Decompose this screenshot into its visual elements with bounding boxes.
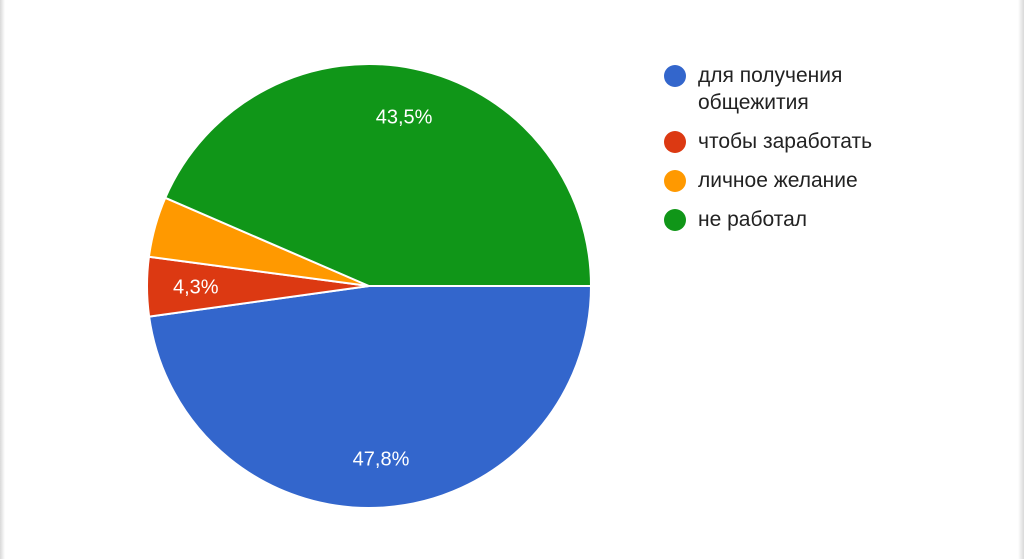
- pie-slice-label-2: 4,3%: [173, 277, 219, 299]
- legend-item: личное желание: [664, 167, 994, 194]
- legend-swatch-icon: [664, 131, 686, 153]
- legend-label: для получения общежития: [698, 64, 843, 114]
- pie-slices: [146, 63, 593, 509]
- legend-label: не работал: [698, 208, 808, 231]
- pie-slice-label-1: 47,8%: [353, 449, 410, 471]
- pie-slice-labels: 47,8% 4,3% 43,5%: [173, 106, 433, 470]
- legend-label: чтобы заработать: [698, 130, 873, 153]
- legend-swatch-icon: [664, 65, 686, 87]
- legend-swatch-icon: [664, 209, 686, 231]
- pie-slice-1: [147, 285, 593, 509]
- legend-item: для получения общежития: [664, 62, 994, 116]
- left-edge-shadow: [0, 0, 5, 559]
- pie-slice-4: [163, 63, 593, 287]
- legend-item: не работал: [664, 206, 994, 233]
- legend: для получения общежития чтобы заработать л…: [664, 62, 994, 245]
- pie-slice-label-4: 43,5%: [376, 106, 433, 128]
- right-edge-shadow: [1018, 0, 1024, 559]
- pie-chart: 47,8% 4,3% 43,5%: [146, 63, 593, 509]
- legend-swatch-icon: [664, 170, 686, 192]
- legend-label: личное желание: [698, 169, 858, 192]
- legend-item: чтобы заработать: [664, 128, 994, 155]
